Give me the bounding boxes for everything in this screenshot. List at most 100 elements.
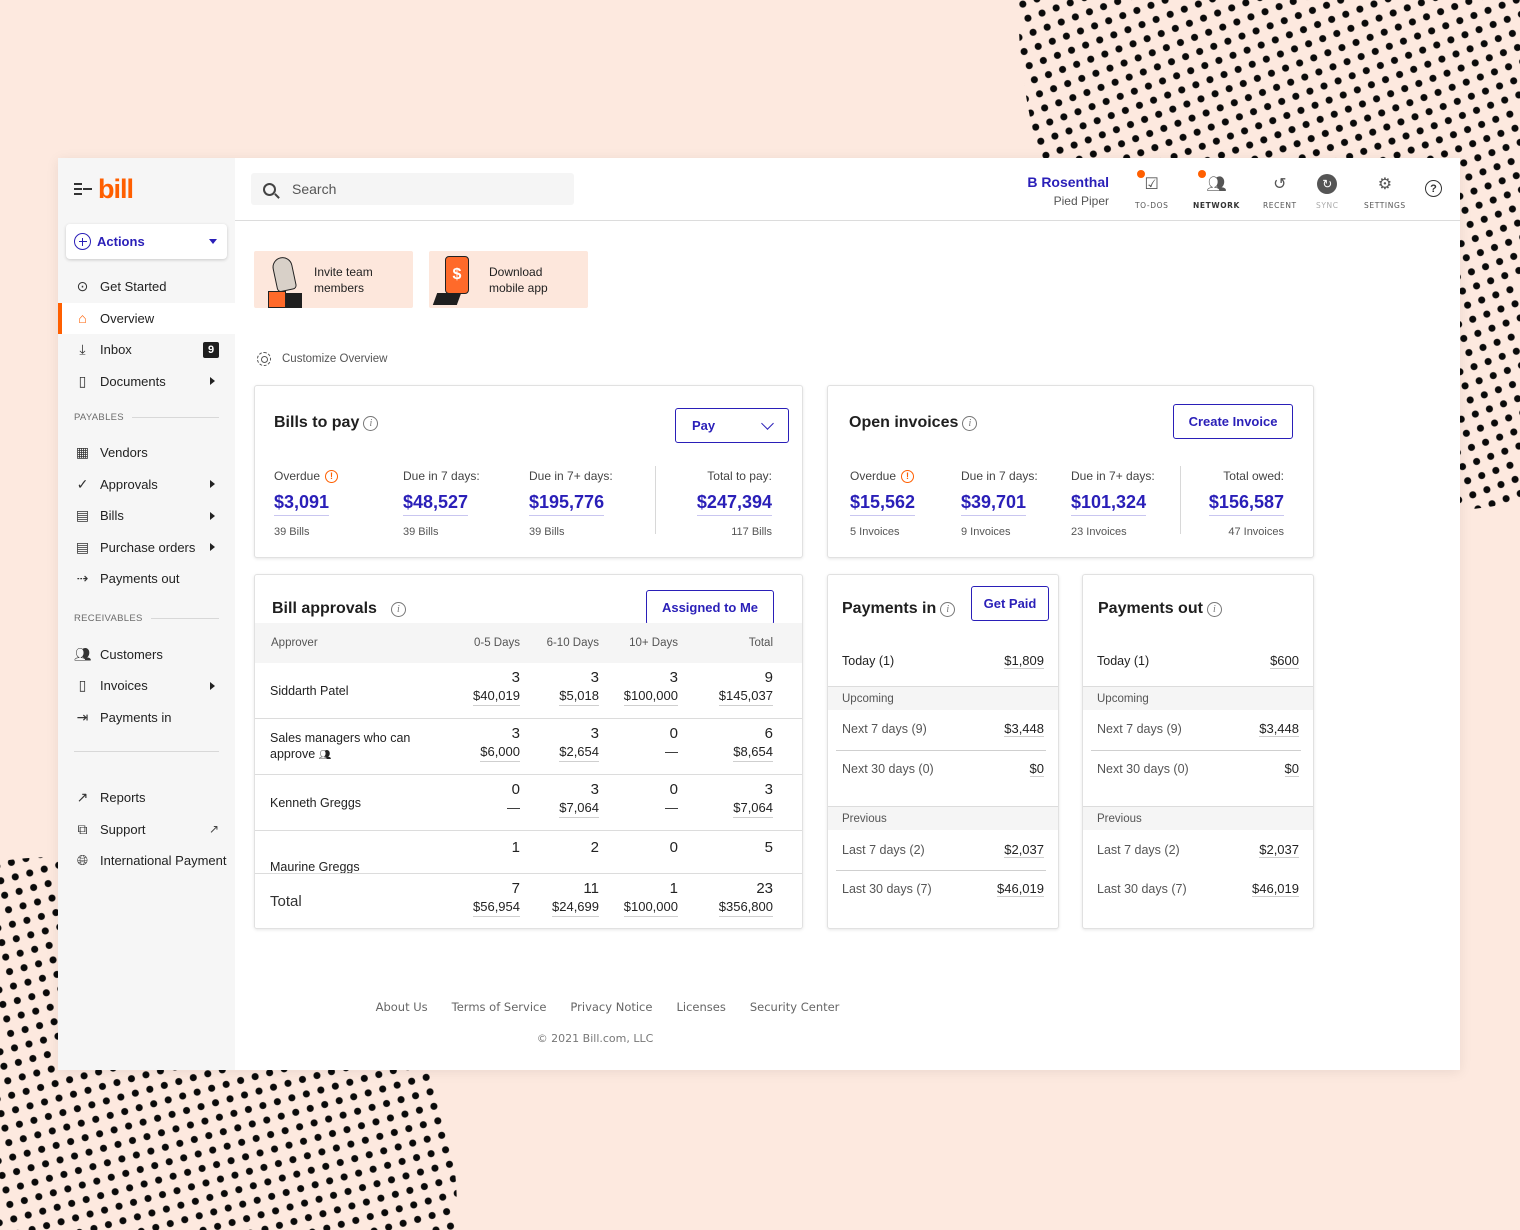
pay-dropdown-button[interactable]: Pay — [675, 408, 789, 443]
sync-button[interactable]: ↻ SYNC — [1316, 174, 1339, 210]
sidebar-item-label: Support — [100, 821, 146, 837]
section-upcoming: Upcoming — [828, 686, 1058, 710]
sidebar-item-bills[interactable]: ▤ Bills — [58, 500, 235, 532]
bill-logo[interactable]: bill — [98, 173, 134, 204]
table-row[interactable]: Kenneth Greggs 0— 3 $7,064 0— 3 $7,064 — [255, 775, 802, 831]
sidebar-item-payments-in[interactable]: ⇥ Payments in — [58, 702, 235, 734]
payments-row-last-7[interactable]: Last 7 days (2) $2,037 — [1097, 842, 1299, 858]
table-row[interactable]: Siddarth Patel 3 $40,019 3 $5,018 3 $100,00… — [255, 663, 802, 719]
bill-approvals-card: Bill approvals i Assigned to Me Approver … — [254, 574, 803, 929]
stat-count: 5 Invoices — [850, 526, 900, 538]
recent-button[interactable]: ↺ RECENT — [1263, 174, 1297, 210]
payments-row-today[interactable]: Today (1) $600 — [1097, 653, 1299, 669]
settings-button[interactable]: ⚙ SETTINGS — [1364, 174, 1406, 210]
tool-label: NETWORK — [1193, 201, 1240, 210]
actions-label: Actions — [97, 234, 145, 249]
sidebar-item-international-payment[interactable]: 🌐︎ International Payment — [58, 845, 235, 877]
payments-row-last-30[interactable]: Last 30 days (7) $46,019 — [842, 881, 1044, 897]
stat-due-7-plus-days: Due in 7+ days: $101,324 23 Invoices — [1071, 469, 1155, 538]
sidebar-item-overview[interactable]: ⌂ Overview — [58, 302, 235, 334]
play-circle-icon: ⊙ — [76, 278, 89, 295]
info-icon[interactable]: i — [962, 415, 978, 431]
column-header-6-10-days[interactable]: 6-10 Days — [546, 637, 599, 649]
create-invoice-button[interactable]: Create Invoice — [1173, 404, 1293, 439]
sync-icon: ↻ — [1317, 174, 1338, 194]
footer-link-privacy[interactable]: Privacy Notice — [570, 1000, 653, 1014]
row-divider — [1091, 750, 1301, 751]
submenu-arrow-icon — [210, 681, 215, 690]
search-box[interactable] — [251, 173, 574, 205]
sidebar-item-approvals[interactable]: ✓ Approvals — [58, 469, 235, 501]
nav-payables: ▦ Vendors ✓ Approvals ▤ Bills ▤ Purchase… — [58, 437, 235, 595]
footer-link-about-us[interactable]: About Us — [375, 1000, 428, 1014]
download-app-promo[interactable]: $ Download mobile app — [429, 251, 588, 308]
notification-dot — [1136, 170, 1145, 178]
promo-text: Download mobile app — [489, 264, 548, 295]
history-icon: ↺ — [1273, 176, 1287, 193]
sidebar-item-inbox[interactable]: ⤓ Inbox 9 — [58, 334, 235, 366]
stat-amount[interactable]: $195,776 — [529, 492, 605, 516]
payments-out-card: Payments out i Today (1) $600 Upcoming Nex… — [1082, 574, 1314, 929]
app-window: bill Actions ⊙ Get Started ⌂ Overview ⤓ … — [58, 158, 1460, 1070]
info-icon[interactable]: i — [940, 601, 956, 617]
assigned-to-me-button[interactable]: Assigned to Me — [646, 590, 774, 625]
sidebar-item-payments-out[interactable]: ⇢ Payments out — [58, 563, 235, 595]
stat-amount[interactable]: $15,562 — [850, 492, 916, 516]
tool-label: TO-DOS — [1135, 201, 1169, 210]
sidebar-item-customers[interactable]: 👥︎ Customers — [58, 639, 235, 671]
payments-row-next-30[interactable]: Next 30 days (0) $0 — [1097, 761, 1299, 777]
column-header-total[interactable]: Total — [748, 637, 773, 649]
total-10-plus-days: 1 $100,000 — [623, 880, 678, 917]
table-row[interactable]: Maurine Greggs 1 2 0 5 — [255, 831, 802, 873]
payments-row-last-7[interactable]: Last 7 days (2) $2,037 — [842, 842, 1044, 858]
get-paid-button[interactable]: Get Paid — [971, 586, 1049, 621]
check-circle-icon: ✓ — [76, 475, 89, 492]
network-button[interactable]: 👥︎ NETWORK — [1193, 170, 1240, 210]
sidebar-item-invoices[interactable]: ▯ Invoices — [58, 670, 235, 702]
table-row[interactable]: Sales managers who can approve 👥︎ 3 $6,00… — [255, 719, 802, 775]
footer-link-licenses[interactable]: Licenses — [676, 1000, 726, 1014]
sidebar-item-vendors[interactable]: ▦ Vendors — [58, 437, 235, 469]
info-icon[interactable]: i — [390, 601, 406, 617]
top-bar: B Rosenthal Pied Piper ☑ TO-DOS 👥︎ NETWO… — [235, 158, 1460, 221]
stat-overdue: Overdue! $3,091 39 Bills — [274, 468, 339, 538]
document-icon: ▯ — [78, 372, 87, 389]
sidebar-item-get-started[interactable]: ⊙ Get Started — [58, 271, 235, 303]
sidebar-divider — [74, 751, 219, 752]
card-title: Payments in i — [842, 600, 956, 618]
payments-row-next-7[interactable]: Next 7 days (9) $3,448 — [842, 721, 1044, 737]
todos-button[interactable]: ☑ TO-DOS — [1135, 170, 1169, 210]
footer-link-security-center[interactable]: Security Center — [749, 1000, 840, 1014]
sidebar-item-support[interactable]: ⧉ Support ↗ — [58, 814, 235, 846]
stat-amount[interactable]: $156,587 — [1208, 492, 1284, 516]
payments-row-next-7[interactable]: Next 7 days (9) $3,448 — [1097, 721, 1299, 737]
help-icon[interactable]: ? — [1425, 180, 1442, 197]
stat-amount[interactable]: $3,091 — [274, 492, 330, 516]
customize-overview-link[interactable]: Customize Overview — [257, 352, 387, 366]
group-icon: 👥︎ — [318, 749, 332, 761]
footer-link-terms[interactable]: Terms of Service — [451, 1000, 547, 1014]
payments-row-last-30[interactable]: Last 30 days (7) $46,019 — [1097, 881, 1299, 897]
sidebar-item-documents[interactable]: ▯ Documents — [58, 366, 235, 398]
user-account[interactable]: B Rosenthal Pied Piper — [1025, 174, 1109, 208]
actions-dropdown[interactable]: Actions — [66, 224, 227, 259]
stat-amount[interactable]: $39,701 — [961, 492, 1027, 516]
sidebar-item-reports[interactable]: ↗ Reports — [58, 782, 235, 814]
column-header-0-5-days[interactable]: 0-5 Days — [473, 637, 520, 649]
invite-team-promo[interactable]: Invite team members — [254, 251, 413, 308]
info-icon[interactable]: i — [363, 415, 379, 431]
stat-due-7-days: Due in 7 days: $39,701 9 Invoices — [961, 469, 1038, 538]
info-icon[interactable]: i — [1206, 601, 1222, 617]
stat-amount[interactable]: $101,324 — [1071, 492, 1147, 516]
stat-amount[interactable]: $48,527 — [403, 492, 469, 516]
collapse-sidebar-icon[interactable] — [74, 182, 92, 196]
sidebar-item-purchase-orders[interactable]: ▤ Purchase orders — [58, 532, 235, 564]
column-header-10-plus-days[interactable]: 10+ Days — [629, 637, 678, 649]
stat-amount[interactable]: $247,394 — [696, 492, 772, 516]
payments-row-today[interactable]: Today (1) $1,809 — [842, 653, 1044, 669]
payments-row-next-30[interactable]: Next 30 days (0) $0 — [842, 761, 1044, 777]
total-6-10-days: 11 $24,699 — [552, 880, 599, 917]
submenu-arrow-icon — [210, 377, 215, 386]
row-divider — [836, 750, 1046, 751]
search-input[interactable] — [292, 181, 552, 197]
